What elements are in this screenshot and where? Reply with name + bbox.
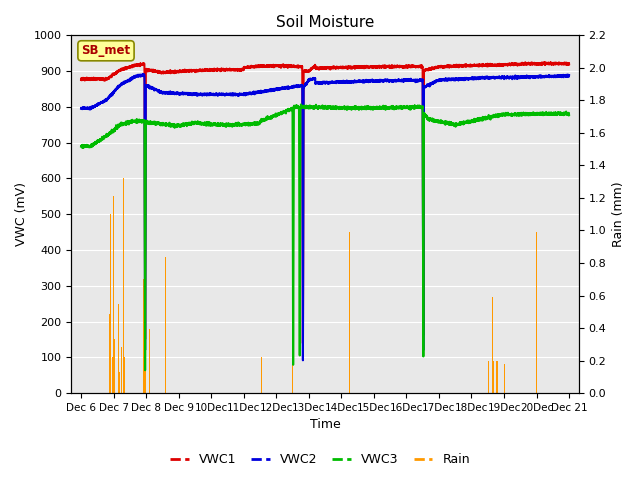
Legend: VWC1, VWC2, VWC3, Rain: VWC1, VWC2, VWC3, Rain: [165, 448, 475, 471]
X-axis label: Time: Time: [310, 419, 340, 432]
Y-axis label: Rain (mm): Rain (mm): [612, 181, 625, 247]
Text: SB_met: SB_met: [81, 44, 131, 57]
Title: Soil Moisture: Soil Moisture: [276, 15, 374, 30]
Y-axis label: VWC (mV): VWC (mV): [15, 182, 28, 246]
